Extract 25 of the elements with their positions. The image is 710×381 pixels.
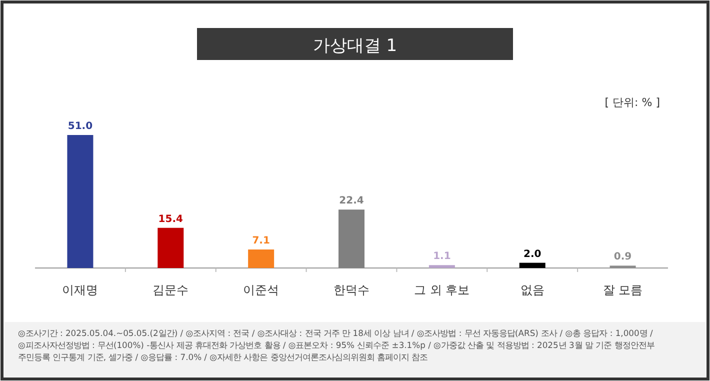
bar — [67, 135, 94, 268]
bar — [519, 262, 546, 268]
data-label: 22.4 — [339, 196, 364, 207]
data-label: 1.1 — [433, 251, 451, 262]
data-label: 7.1 — [252, 235, 270, 246]
x-tick-label: 그 외 후보 — [414, 283, 470, 297]
x-tick-label: 한덕수 — [334, 283, 370, 297]
x-tick-label: 이재명 — [62, 283, 98, 297]
data-label: 15.4 — [158, 214, 184, 225]
data-label: 2.0 — [524, 248, 542, 260]
x-tick-label: 이준석 — [243, 283, 280, 297]
data-label: 51.0 — [68, 121, 93, 132]
x-tick-label: 잘 모름 — [602, 283, 643, 297]
x-tick-label: 김문수 — [152, 283, 189, 297]
bar — [428, 265, 455, 268]
text: ◎조사기간 : 2025.05.04.~05.05.(2일간) / ◎조사지역 : 전국 / ◎조사대상 : 전국 거주 만 18세 이상 남녀 / ◎조사방법 : 무선 자동응답(ARS) 조사 / ◎총 응답자 : 1,000명 / — [18, 328, 653, 338]
x-tick-label: 없음 — [520, 283, 544, 297]
bar — [248, 249, 274, 268]
text: ◎피조사자선정방법 : 무선(100%) -통신사 제공 휴대전화 가상번호 활용 / ◎표본오차 : 95% 신뢰수준 ±3.1%p / ◎가중값 산출 및 적용방법 : 2025년 3월 말 기준 행정안전부 — [18, 340, 654, 350]
text: [ 단위: % ] — [604, 96, 660, 109]
data-label: 0.9 — [614, 252, 632, 263]
text: 주민등록 인구통계 기준, 셀가중 / ◎응답률 : 7.0% / ◎자세한 사항은 중앙선거여론조사심의위원회 홈페이지 참조 — [18, 352, 428, 362]
bar — [158, 228, 184, 268]
chart-title: 가상대결 1 — [312, 36, 398, 56]
bar — [338, 210, 364, 268]
